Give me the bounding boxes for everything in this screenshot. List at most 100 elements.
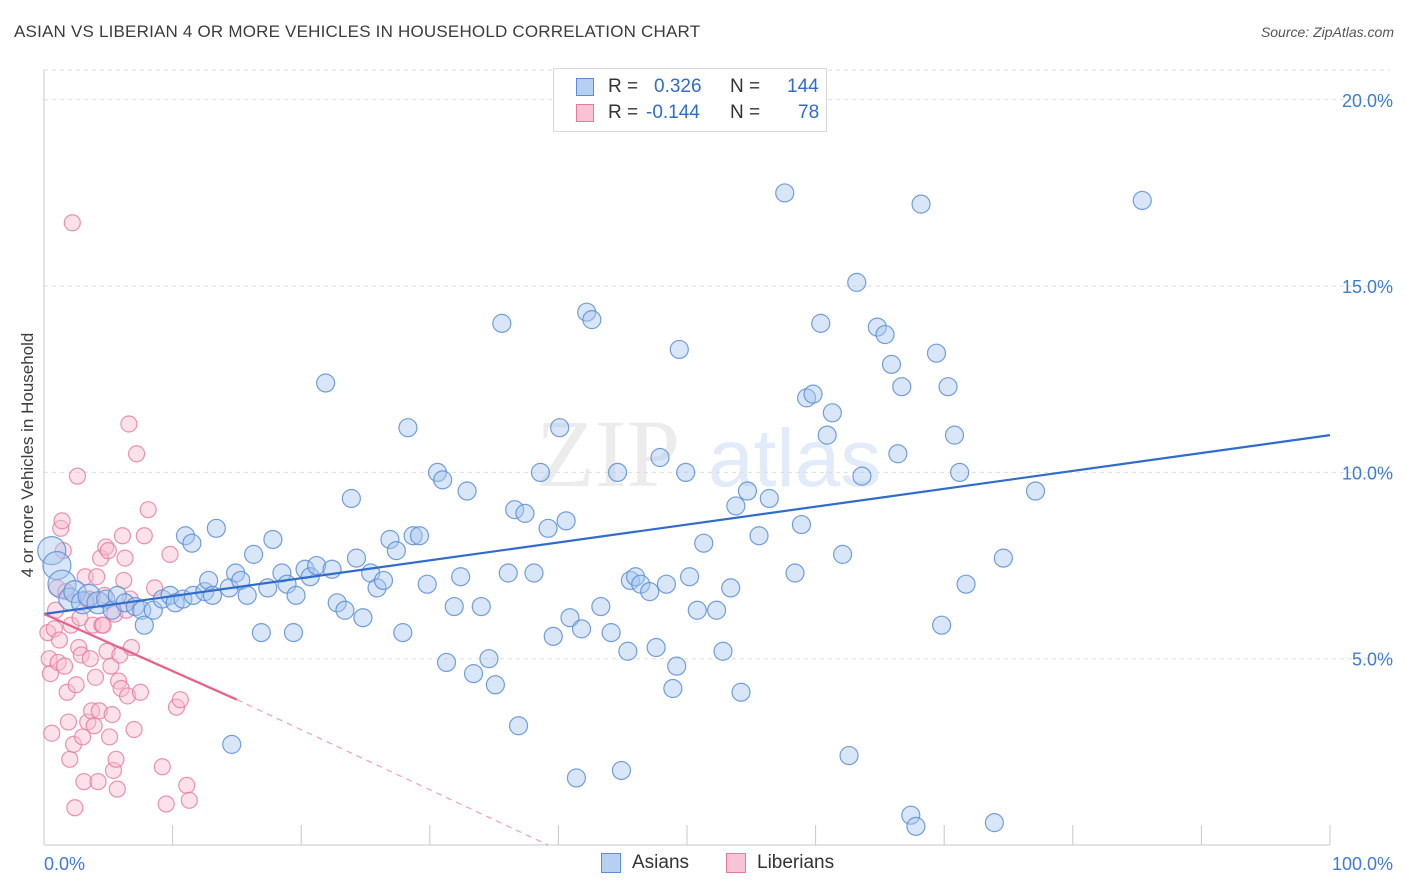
asian-point — [687, 600, 707, 620]
liberian-point — [45, 620, 63, 638]
asian-point — [386, 541, 406, 561]
liberian-point — [50, 631, 69, 649]
asian-point — [433, 470, 453, 490]
y-tick-label: 10.0% — [1342, 463, 1393, 483]
asian-point — [463, 664, 484, 684]
asian-point — [669, 339, 689, 360]
y-axis-label: 4 or more Vehicles in Household — [18, 333, 37, 578]
trend-lines — [43, 434, 1331, 846]
liberian-point — [108, 780, 126, 798]
asian-point — [398, 418, 418, 438]
liberian-point — [88, 568, 106, 586]
asian-point — [286, 585, 306, 605]
liberian-point — [118, 687, 137, 705]
liberian-point — [61, 750, 79, 768]
liberian-point — [90, 702, 108, 720]
asian-point — [1132, 190, 1152, 211]
zipatlas-watermark: ZIP atlas — [536, 400, 881, 507]
asian-point — [524, 563, 544, 583]
liberian-trend-extension — [236, 699, 549, 846]
liberian-point — [104, 761, 123, 780]
asian-point — [96, 589, 116, 609]
asian-point — [457, 481, 477, 501]
asian-point — [811, 313, 831, 333]
legend-r-label: R = — [608, 102, 639, 123]
liberian-point — [180, 791, 198, 809]
liberian-points — [39, 214, 198, 817]
asian-point — [515, 503, 535, 523]
x-ticks — [172, 825, 1331, 845]
asian-point — [911, 194, 931, 214]
liberian-point — [145, 579, 164, 597]
asian-point — [611, 760, 632, 781]
asian-point — [63, 580, 87, 604]
liberian-point — [161, 545, 179, 563]
asian-point — [505, 500, 525, 520]
bottom-legend-swatch-liberians — [726, 853, 746, 873]
asian-point — [984, 813, 1004, 833]
asian-point — [713, 641, 733, 661]
liberian-point — [153, 758, 171, 776]
asian-point — [956, 574, 976, 594]
gridlines — [44, 69, 1390, 660]
chart-title: ASIAN VS LIBERIAN 4 OR MORE VEHICLES IN … — [14, 22, 701, 41]
liberian-point — [157, 795, 175, 813]
asian-point — [950, 462, 970, 483]
liberian-point — [125, 720, 143, 739]
liberian-point — [68, 467, 87, 485]
legend-n-value: 78 — [798, 102, 820, 123]
asian-point — [237, 585, 257, 605]
asian-point — [847, 272, 867, 292]
legend-r-value: 0.326 — [654, 76, 702, 97]
asian-point — [353, 608, 373, 628]
asian-point — [726, 496, 746, 516]
asian-point — [785, 563, 805, 583]
asian-point — [134, 615, 154, 635]
asian-point — [601, 623, 621, 643]
asian-point — [77, 583, 101, 607]
asian-point — [1025, 481, 1046, 501]
asian-point — [393, 623, 413, 643]
asian-point — [582, 310, 602, 330]
asian-point — [706, 600, 727, 620]
liberian-point — [127, 445, 146, 463]
asian-point — [926, 343, 947, 363]
asian-point — [759, 488, 779, 509]
liberian-point — [67, 676, 85, 694]
x-tick-label: 100.0% — [1332, 854, 1393, 874]
y-tick-label: 20.0% — [1342, 91, 1393, 111]
liberian-point — [107, 750, 125, 768]
liberian-point — [72, 646, 90, 664]
x-tick-label: 0.0% — [44, 854, 85, 874]
asian-point — [485, 675, 505, 695]
asian-point — [409, 526, 430, 546]
liberian-point — [99, 542, 117, 560]
watermark-atlas: atlas — [708, 413, 881, 504]
asian-point — [47, 569, 77, 599]
asian-point — [436, 652, 457, 673]
liberian-point — [120, 415, 138, 433]
chart-source: Source: ZipAtlas.com — [1260, 24, 1394, 40]
legend-r-value: -0.144 — [646, 102, 700, 123]
asian-point — [906, 816, 926, 836]
asian-point — [839, 745, 859, 766]
correlation-legend: R = 0.326 N = 144 R = -0.144 N = 78 — [553, 68, 827, 132]
liberian-point — [116, 549, 134, 567]
liberian-point — [131, 683, 150, 701]
liberian-point — [171, 691, 189, 709]
asian-point — [749, 526, 769, 546]
liberian-point — [102, 657, 120, 675]
liberian-point — [43, 724, 61, 742]
asian-point — [42, 550, 72, 581]
legend-n-label: N = — [730, 102, 761, 123]
liberian-point — [135, 527, 153, 545]
asian-point — [550, 418, 570, 438]
asian-point — [650, 447, 670, 468]
liberian-point — [81, 650, 99, 668]
bottom-legend-swatch-asians — [601, 853, 621, 873]
liberian-point — [113, 527, 132, 545]
asian-point — [479, 649, 499, 669]
liberian-point — [66, 799, 84, 817]
bottom-legend-label-asians: Asians — [632, 852, 690, 873]
